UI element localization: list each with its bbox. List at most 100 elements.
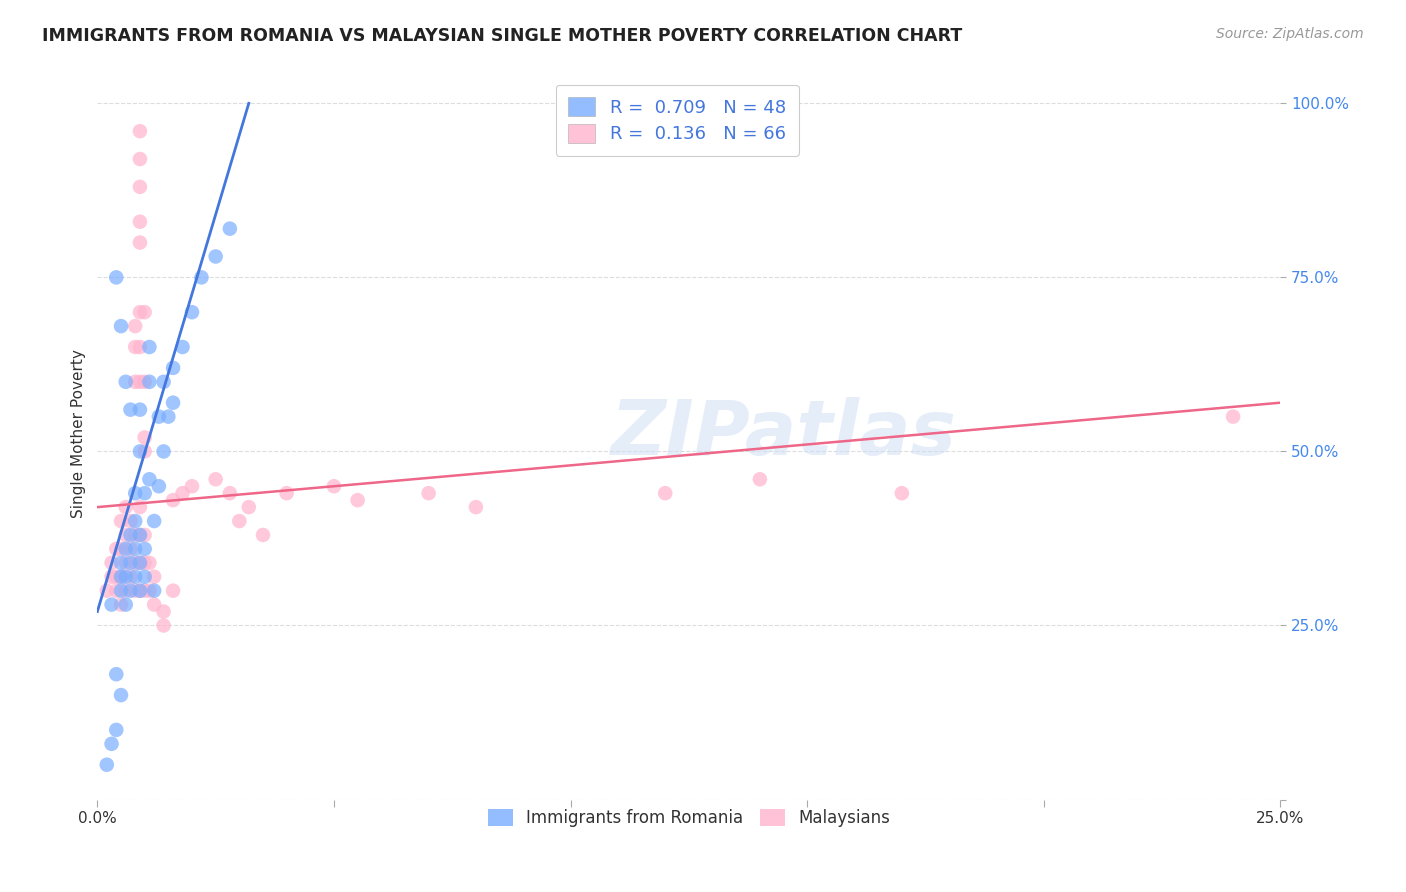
Point: [204, 472, 226, 486]
Point: [129, 556, 152, 570]
Point: [114, 556, 136, 570]
Point: [129, 179, 152, 194]
Point: [129, 402, 152, 417]
Point: [148, 479, 170, 493]
Point: [129, 444, 152, 458]
Point: [110, 583, 132, 598]
Point: [114, 375, 136, 389]
Point: [181, 305, 204, 319]
Text: Source: ZipAtlas.com: Source: ZipAtlas.com: [1216, 27, 1364, 41]
Point: [152, 618, 174, 632]
Point: [162, 395, 184, 409]
Point: [148, 409, 170, 424]
Point: [124, 556, 146, 570]
Point: [134, 583, 156, 598]
Point: [152, 605, 174, 619]
Text: ZIPatlas: ZIPatlas: [610, 397, 956, 471]
Point: [129, 583, 152, 598]
Point: [172, 340, 194, 354]
Point: [162, 493, 184, 508]
Point: [143, 570, 166, 584]
Point: [138, 556, 160, 570]
Point: [129, 556, 152, 570]
Point: [96, 757, 118, 772]
Point: [124, 319, 146, 334]
Point: [129, 152, 152, 166]
Point: [114, 500, 136, 515]
Point: [100, 570, 122, 584]
Point: [134, 486, 156, 500]
Point: [124, 570, 146, 584]
Point: [100, 556, 122, 570]
Point: [105, 270, 128, 285]
Point: [134, 541, 156, 556]
Point: [134, 528, 156, 542]
Point: [110, 570, 132, 584]
Point: [218, 486, 240, 500]
Point: [129, 583, 152, 598]
Point: [114, 583, 136, 598]
Point: [143, 514, 166, 528]
Point: [129, 215, 152, 229]
Y-axis label: Single Mother Poverty: Single Mother Poverty: [72, 350, 86, 518]
Point: [120, 570, 142, 584]
Point: [238, 500, 260, 515]
Point: [129, 305, 152, 319]
Point: [890, 486, 912, 500]
Point: [120, 583, 142, 598]
Point: [129, 528, 152, 542]
Point: [114, 570, 136, 584]
Point: [120, 541, 142, 556]
Point: [138, 583, 160, 598]
Point: [105, 570, 128, 584]
Point: [464, 500, 486, 515]
Point: [105, 667, 128, 681]
Point: [143, 583, 166, 598]
Point: [129, 340, 152, 354]
Legend: Immigrants from Romania, Malaysians: Immigrants from Romania, Malaysians: [479, 800, 898, 835]
Point: [252, 528, 274, 542]
Point: [96, 583, 118, 598]
Point: [228, 514, 250, 528]
Point: [1222, 409, 1244, 424]
Point: [134, 375, 156, 389]
Point: [110, 598, 132, 612]
Text: IMMIGRANTS FROM ROMANIA VS MALAYSIAN SINGLE MOTHER POVERTY CORRELATION CHART: IMMIGRANTS FROM ROMANIA VS MALAYSIAN SIN…: [42, 27, 963, 45]
Point: [110, 556, 132, 570]
Point: [120, 402, 142, 417]
Point: [418, 486, 440, 500]
Point: [138, 340, 160, 354]
Point: [162, 360, 184, 375]
Point: [120, 528, 142, 542]
Point: [654, 486, 676, 500]
Point: [204, 250, 226, 264]
Point: [114, 598, 136, 612]
Point: [129, 235, 152, 250]
Point: [124, 514, 146, 528]
Point: [120, 556, 142, 570]
Point: [114, 528, 136, 542]
Point: [124, 340, 146, 354]
Point: [129, 500, 152, 515]
Point: [134, 570, 156, 584]
Point: [346, 493, 368, 508]
Point: [110, 570, 132, 584]
Point: [110, 514, 132, 528]
Point: [134, 444, 156, 458]
Point: [124, 375, 146, 389]
Point: [181, 479, 204, 493]
Point: [323, 479, 346, 493]
Point: [129, 528, 152, 542]
Point: [134, 430, 156, 444]
Point: [110, 688, 132, 702]
Point: [124, 583, 146, 598]
Point: [162, 583, 184, 598]
Point: [172, 486, 194, 500]
Point: [276, 486, 298, 500]
Point: [124, 528, 146, 542]
Point: [110, 541, 132, 556]
Point: [152, 444, 174, 458]
Point: [114, 541, 136, 556]
Point: [157, 409, 180, 424]
Point: [105, 583, 128, 598]
